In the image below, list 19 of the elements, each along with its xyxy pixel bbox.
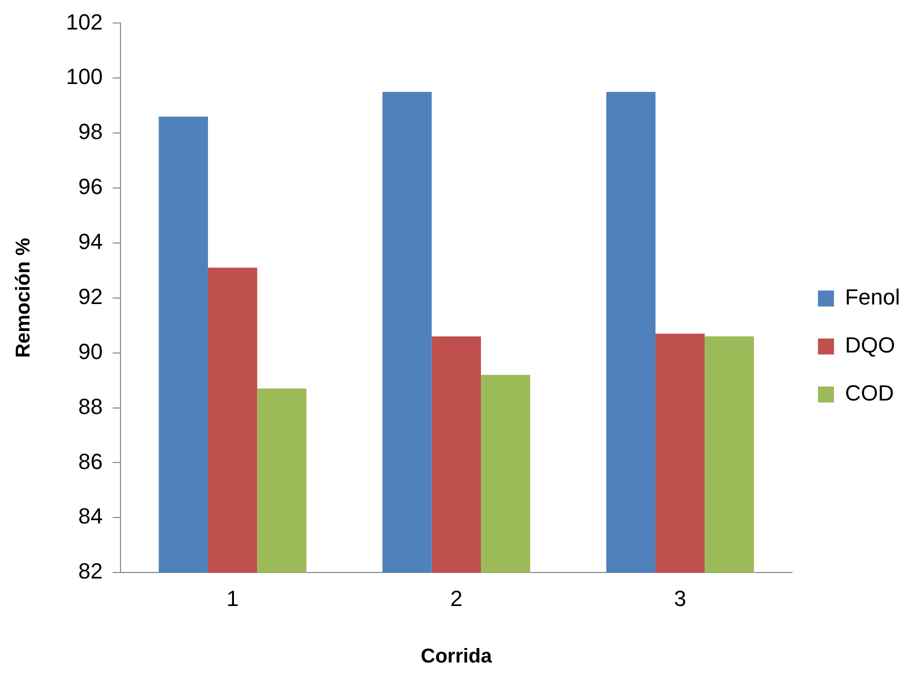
x-tick-label: 3 xyxy=(674,586,686,611)
y-tick-label: 102 xyxy=(66,9,103,34)
legend-label: COD xyxy=(844,380,894,406)
y-tick-label: 94 xyxy=(78,229,103,254)
x-tick-label: 2 xyxy=(450,586,462,611)
y-tick-label: 84 xyxy=(78,504,103,529)
y-tick-label: 82 xyxy=(78,558,103,584)
y-tick-label: 90 xyxy=(78,338,103,364)
x-axis-title: Corrida xyxy=(420,646,493,668)
y-tick-label: 98 xyxy=(78,119,103,144)
x-tick-label: 1 xyxy=(226,586,239,611)
y-axis-title: Remoción % xyxy=(12,238,35,358)
y-tick-label: 100 xyxy=(66,64,103,90)
y-tick-label: 92 xyxy=(78,284,103,309)
y-tick-label: 88 xyxy=(78,394,103,419)
y-tick-label: 86 xyxy=(78,448,103,474)
y-tick-label: 96 xyxy=(78,174,103,200)
legend-label: Fenol xyxy=(844,284,900,310)
legend-label: DQO xyxy=(844,332,896,358)
